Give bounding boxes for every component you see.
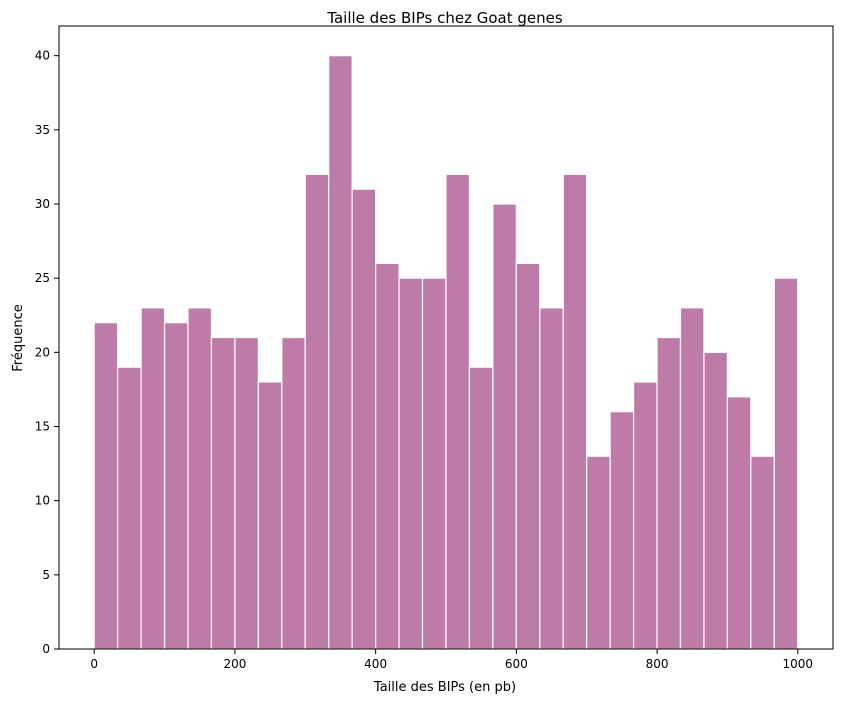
y-tick-label: 35 — [35, 123, 50, 137]
histogram-bar — [93, 322, 119, 650]
histogram-bar — [656, 336, 682, 650]
chart-title: Taille des BIPs chez Goat genes — [326, 9, 563, 27]
x-tick-label: 600 — [505, 657, 528, 671]
y-tick-label: 15 — [35, 420, 50, 434]
histogram-bar — [562, 173, 588, 650]
histogram-bar — [703, 351, 728, 650]
x-tick-label: 400 — [364, 657, 387, 671]
x-axis-label: Taille des BIPs (en pb) — [373, 680, 516, 695]
histogram-bar — [632, 381, 658, 650]
bars-group — [93, 55, 799, 650]
y-axis-label: Fréquence — [11, 304, 26, 371]
histogram-bar — [351, 188, 377, 650]
histogram-bar — [304, 173, 330, 650]
histogram-bar — [539, 307, 564, 650]
x-tick-label: 1000 — [783, 657, 814, 671]
y-tick-label: 20 — [35, 345, 50, 359]
y-tick-label: 25 — [35, 271, 50, 285]
histogram-bar — [445, 173, 471, 650]
y-tick-label: 40 — [35, 49, 50, 63]
histogram-bar — [515, 262, 541, 650]
histogram-bar — [586, 455, 611, 650]
histogram-bar — [398, 277, 424, 650]
x-tick-label: 200 — [223, 657, 246, 671]
x-tick-label: 0 — [90, 657, 98, 671]
histogram-bar — [210, 336, 236, 650]
histogram-bar — [750, 455, 775, 650]
histogram-bar — [187, 307, 213, 650]
histogram-bar — [234, 336, 259, 650]
histogram-bar — [257, 381, 283, 650]
y-tick-label: 10 — [35, 494, 50, 508]
x-tick-label: 800 — [646, 657, 669, 671]
histogram-bar — [421, 277, 447, 650]
plot-frame — [58, 25, 834, 650]
y-tick-label: 5 — [42, 568, 50, 582]
histogram-bar — [375, 262, 400, 650]
histogram-bar — [468, 366, 494, 650]
y-tick-label: 0 — [42, 642, 50, 656]
histogram-bar — [492, 203, 517, 650]
x-axis: 0 200 400 600 800 1000 — [90, 649, 813, 671]
histogram-bar — [726, 396, 752, 650]
histogram-bar — [117, 366, 142, 650]
histogram-bar — [773, 277, 799, 650]
histogram-bar — [140, 307, 166, 650]
histogram-bar — [679, 307, 705, 650]
histogram-bar — [609, 411, 635, 650]
histogram-bar — [281, 336, 306, 650]
histogram-bar — [163, 322, 189, 650]
histogram-bar — [328, 55, 353, 650]
y-tick-label: 30 — [35, 197, 50, 211]
y-axis: 0 5 10 15 20 25 30 35 40 — [35, 49, 59, 656]
